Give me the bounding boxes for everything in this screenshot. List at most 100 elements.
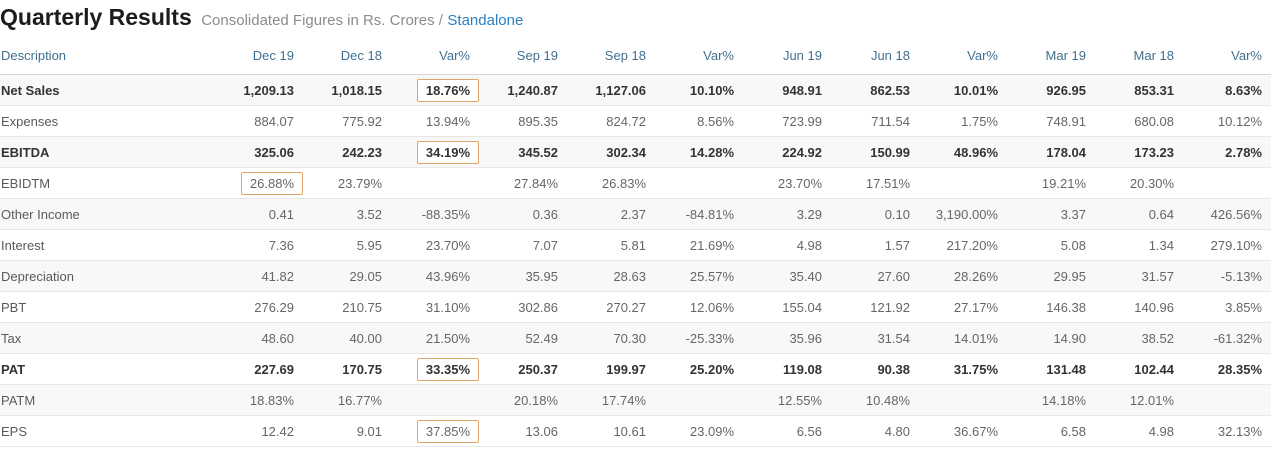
cell: 35.40: [743, 260, 831, 292]
cell: 13.06: [479, 415, 567, 447]
table-row-ebitda: EBITDA 325.06 242.23 34.19% 345.52 302.34 14.2…: [0, 136, 1271, 168]
cell: 102.44: [1095, 353, 1183, 385]
column-header-sep-18: Sep 18: [567, 41, 655, 75]
cell: -88.35%: [391, 198, 479, 230]
cell: 40.00: [303, 322, 391, 354]
cell: 28.35%: [1183, 353, 1271, 385]
cell: 7.07: [479, 229, 567, 261]
cell: 680.08: [1095, 105, 1183, 137]
cell: 146.38: [1007, 291, 1095, 323]
cell: 17.51%: [831, 167, 919, 199]
cell: 38.52: [1095, 322, 1183, 354]
cell: 10.12%: [1183, 105, 1271, 137]
cell: -84.81%: [655, 198, 743, 230]
table-row-interest: Interest 7.36 5.95 23.70% 7.07 5.81 21.69% 4.98…: [0, 229, 1271, 261]
cell: 131.48: [1007, 353, 1095, 385]
cell: 224.92: [743, 136, 831, 168]
page-title: Quarterly Results: [0, 4, 192, 30]
cell: 12.55%: [743, 384, 831, 416]
quarterly-results-table: Description Dec 19 Dec 18 Var% Sep 19 Sep 18 V…: [0, 41, 1271, 447]
page-header: Quarterly Results Consolidated Figures i…: [0, 0, 1271, 41]
column-header-jun-19: Jun 19: [743, 41, 831, 75]
cell: 0.36: [479, 198, 567, 230]
highlight-box: 18.76%: [416, 78, 479, 102]
table-header: Description Dec 19 Dec 18 Var% Sep 19 Sep 18 V…: [0, 41, 1271, 75]
highlight-box: 33.35%: [416, 357, 479, 381]
cell: 1,240.87: [479, 74, 567, 106]
cell: 12.01%: [1095, 384, 1183, 416]
cell: 43.96%: [391, 260, 479, 292]
cell: 23.09%: [655, 415, 743, 447]
row-label: EPS: [0, 415, 215, 447]
cell: 775.92: [303, 105, 391, 137]
cell: 48.60: [215, 322, 303, 354]
cell: 27.17%: [919, 291, 1007, 323]
cell: 1.75%: [919, 105, 1007, 137]
cell: 17.74%: [567, 384, 655, 416]
cell: 21.50%: [391, 322, 479, 354]
table-header-row: Description Dec 19 Dec 18 Var% Sep 19 Sep 18 V…: [0, 41, 1271, 75]
cell: 199.97: [567, 353, 655, 385]
page-subtitle: Consolidated Figures in Rs. Crores /: [201, 12, 443, 29]
table-row-pat: PAT 227.69 170.75 33.35% 250.37 199.97 25.20% 1…: [0, 353, 1271, 385]
cell: 36.67%: [919, 415, 1007, 447]
cell: 70.30: [567, 322, 655, 354]
row-label: EBITDA: [0, 136, 215, 168]
cell: 711.54: [831, 105, 919, 137]
column-header-var-: Var%: [391, 41, 479, 75]
row-label: PATM: [0, 384, 215, 416]
cell: 302.34: [567, 136, 655, 168]
cell: [655, 167, 743, 199]
cell: 325.06: [215, 136, 303, 168]
cell: 37.85%: [391, 415, 479, 447]
highlight-box: 34.19%: [416, 140, 479, 164]
cell: [919, 384, 1007, 416]
table-row-eps: EPS 12.42 9.01 37.85% 13.06 10.61 23.09% 6.56 4.…: [0, 415, 1271, 447]
cell: -25.33%: [655, 322, 743, 354]
cell: 302.86: [479, 291, 567, 323]
cell: 119.08: [743, 353, 831, 385]
cell: 0.10: [831, 198, 919, 230]
cell: 210.75: [303, 291, 391, 323]
column-header-description: Description: [0, 41, 215, 75]
cell: 862.53: [831, 74, 919, 106]
table-row-patm: PATM 18.83% 16.77% 20.18% 17.74% 12.55% 10.48%…: [0, 384, 1271, 416]
cell: 426.56%: [1183, 198, 1271, 230]
cell: 25.57%: [655, 260, 743, 292]
cell: 10.61: [567, 415, 655, 447]
cell: 723.99: [743, 105, 831, 137]
cell: 19.21%: [1007, 167, 1095, 199]
highlight-box: 37.85%: [416, 419, 479, 443]
cell: 18.83%: [215, 384, 303, 416]
cell: 217.20%: [919, 229, 1007, 261]
row-label: PAT: [0, 353, 215, 385]
cell: 35.96: [743, 322, 831, 354]
cell: [1183, 167, 1271, 199]
cell: 14.18%: [1007, 384, 1095, 416]
table-row-pbt: PBT 276.29 210.75 31.10% 302.86 270.27 12.06% 1…: [0, 291, 1271, 323]
cell: 14.01%: [919, 322, 1007, 354]
cell: 23.79%: [303, 167, 391, 199]
cell: 6.56: [743, 415, 831, 447]
cell: 31.10%: [391, 291, 479, 323]
cell: 23.70%: [743, 167, 831, 199]
cell: 6.58: [1007, 415, 1095, 447]
cell: 155.04: [743, 291, 831, 323]
cell: 12.42: [215, 415, 303, 447]
table-row-depreciation: Depreciation 41.82 29.05 43.96% 35.95 28.63 25…: [0, 260, 1271, 292]
column-header-var-: Var%: [1183, 41, 1271, 75]
cell: 16.77%: [303, 384, 391, 416]
cell: 13.94%: [391, 105, 479, 137]
cell: 121.92: [831, 291, 919, 323]
cell: 748.91: [1007, 105, 1095, 137]
cell: 20.30%: [1095, 167, 1183, 199]
column-header-jun-18: Jun 18: [831, 41, 919, 75]
cell: 28.26%: [919, 260, 1007, 292]
cell: 31.57: [1095, 260, 1183, 292]
table-body: Net Sales 1,209.13 1,018.15 18.76% 1,240.87 1…: [0, 74, 1271, 447]
cell: 90.38: [831, 353, 919, 385]
cell: 140.96: [1095, 291, 1183, 323]
standalone-toggle-link[interactable]: Standalone: [447, 12, 524, 29]
cell: 884.07: [215, 105, 303, 137]
table-row-ebidtm: EBIDTM 26.88% 23.79% 27.84% 26.83% 23.70% 17.5…: [0, 167, 1271, 199]
